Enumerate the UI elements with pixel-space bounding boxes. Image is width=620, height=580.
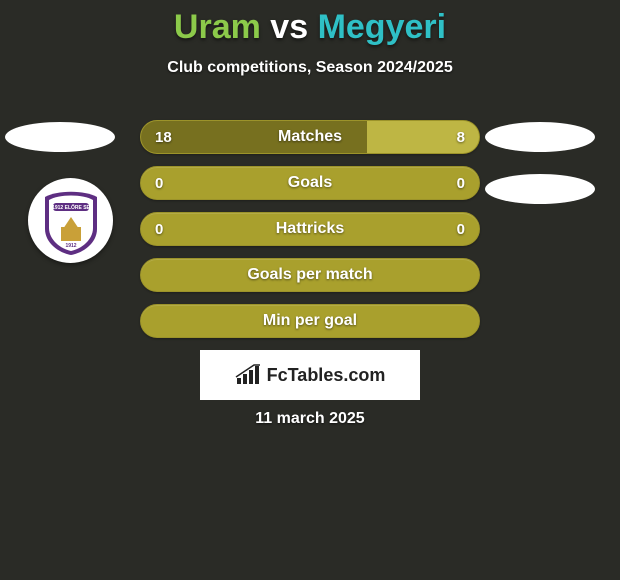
- svg-text:1912: 1912: [65, 243, 76, 249]
- left-team-ellipse: [5, 122, 115, 152]
- svg-text:1912 ELŐRE SE: 1912 ELŐRE SE: [52, 204, 90, 211]
- stat-left-value: 18: [141, 121, 186, 153]
- stat-row-hattricks: 0 Hattricks 0: [140, 212, 480, 246]
- subtitle: Club competitions, Season 2024/2025: [0, 59, 620, 77]
- stats-list: 18 Matches 8 0 Goals 0 0 Hattricks 0 Goa…: [140, 120, 480, 350]
- stat-row-gpm: Goals per match: [140, 258, 480, 292]
- stat-row-matches: 18 Matches 8: [140, 120, 480, 154]
- bar-chart-icon: [235, 364, 261, 386]
- player1-name: Uram: [174, 8, 261, 46]
- right-team-ellipse: [485, 122, 595, 152]
- stat-label: Goals per match: [247, 266, 372, 284]
- stat-label: Goals: [288, 174, 332, 192]
- stat-right-value: 8: [443, 121, 479, 153]
- brand-text: FcTables.com: [267, 365, 386, 386]
- brand-badge: FcTables.com: [200, 350, 420, 400]
- stat-label: Hattricks: [276, 220, 344, 238]
- team-crest-icon: 1912 ELŐRE SE 1912: [41, 187, 101, 255]
- stat-row-mpg: Min per goal: [140, 304, 480, 338]
- player2-name: Megyeri: [318, 8, 447, 46]
- right-team-ellipse-2: [485, 174, 595, 204]
- stat-left-value: 0: [141, 213, 177, 245]
- stat-right-value: 0: [443, 213, 479, 245]
- left-team-crest-circle: 1912 ELŐRE SE 1912: [28, 178, 113, 263]
- stat-left-value: 0: [141, 167, 177, 199]
- date-label: 11 march 2025: [0, 410, 620, 428]
- page-title: Uram vs Megyeri: [0, 0, 620, 47]
- stat-row-goals: 0 Goals 0: [140, 166, 480, 200]
- stat-right-value: 0: [443, 167, 479, 199]
- comparison-card: Uram vs Megyeri Club competitions, Seaso…: [0, 0, 620, 580]
- stat-label: Matches: [278, 128, 342, 146]
- vs-label: vs: [270, 8, 308, 46]
- stat-label: Min per goal: [263, 312, 357, 330]
